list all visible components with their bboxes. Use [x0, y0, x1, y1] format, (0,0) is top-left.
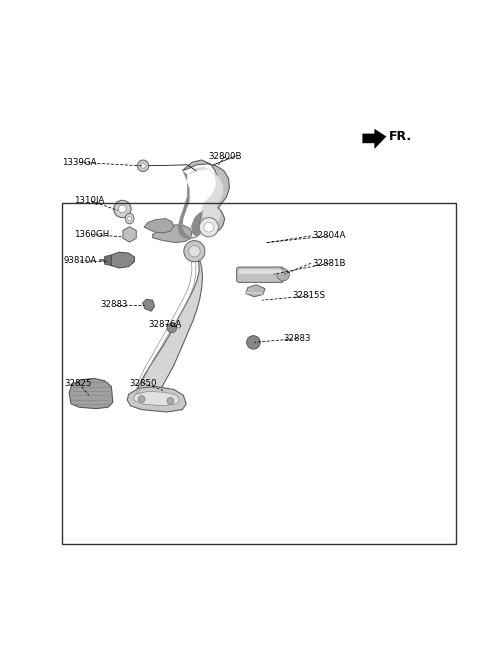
Text: 32883: 32883: [283, 334, 311, 343]
Text: 32850: 32850: [130, 379, 157, 388]
Circle shape: [167, 323, 177, 333]
Text: 32881B: 32881B: [312, 258, 346, 268]
Polygon shape: [246, 291, 263, 295]
Polygon shape: [182, 160, 229, 234]
Text: 32883: 32883: [101, 300, 128, 310]
Circle shape: [277, 268, 289, 281]
Bar: [62, 203, 456, 544]
Polygon shape: [143, 299, 155, 311]
Polygon shape: [109, 252, 134, 268]
Circle shape: [247, 336, 260, 349]
Polygon shape: [105, 255, 111, 266]
Circle shape: [119, 205, 126, 213]
Polygon shape: [153, 225, 192, 243]
Circle shape: [189, 245, 200, 257]
Text: 32800B: 32800B: [209, 152, 242, 161]
Text: 93810A: 93810A: [63, 256, 96, 265]
Circle shape: [184, 241, 205, 262]
Polygon shape: [362, 129, 386, 149]
Text: 32825: 32825: [65, 379, 92, 388]
Circle shape: [114, 200, 131, 218]
Circle shape: [167, 398, 174, 404]
Polygon shape: [133, 392, 180, 406]
Text: 32815S: 32815S: [293, 291, 326, 300]
Text: 1310JA: 1310JA: [74, 196, 105, 205]
Ellipse shape: [128, 216, 132, 221]
Polygon shape: [246, 285, 265, 297]
FancyBboxPatch shape: [237, 267, 284, 282]
Circle shape: [199, 218, 218, 237]
Polygon shape: [144, 218, 174, 233]
Text: FR.: FR.: [389, 131, 412, 144]
Text: 32804A: 32804A: [312, 232, 346, 240]
Text: 1339GA: 1339GA: [62, 158, 97, 167]
FancyBboxPatch shape: [239, 270, 282, 274]
Circle shape: [204, 222, 214, 232]
Circle shape: [137, 160, 149, 171]
Polygon shape: [178, 171, 204, 239]
Polygon shape: [69, 379, 113, 409]
Polygon shape: [133, 247, 203, 407]
Text: 32876A: 32876A: [149, 319, 182, 329]
Text: 1360GH: 1360GH: [74, 230, 109, 239]
Ellipse shape: [125, 213, 134, 224]
Polygon shape: [187, 167, 223, 224]
Circle shape: [138, 396, 145, 402]
Polygon shape: [127, 386, 186, 412]
Circle shape: [141, 163, 145, 168]
